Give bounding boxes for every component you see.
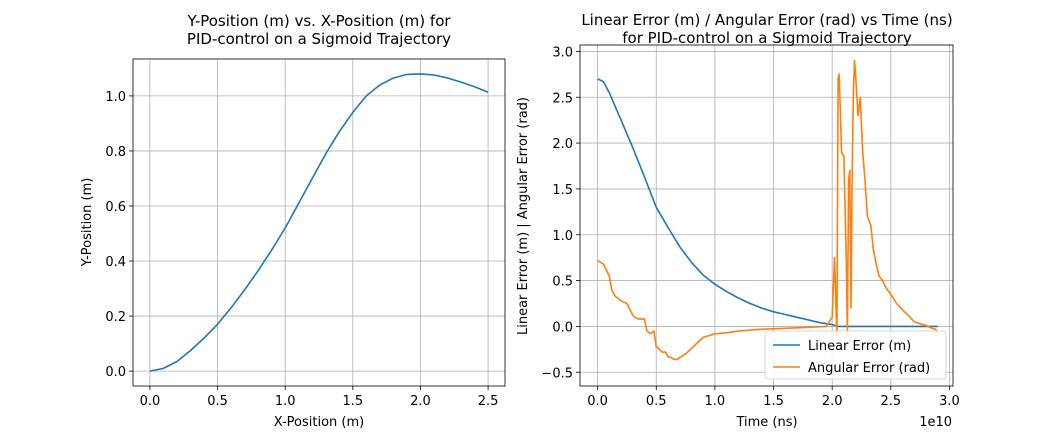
error-xtick-label: 2.0	[822, 394, 843, 409]
position-ytick-label: 1.0	[105, 90, 126, 105]
position-chart-title-line1: Y-Position (m) vs. X-Position (m) for	[186, 12, 451, 30]
error-xtick-label: 1.0	[705, 394, 726, 409]
error-xtick-label: 0.5	[646, 394, 667, 409]
error-xtick-label: 2.5	[880, 394, 901, 409]
position-xtick-label: 0.0	[140, 394, 161, 409]
error-chart-ylabel: Linear Error (m) | Angular Error (rad)	[516, 97, 531, 335]
legend-box	[764, 330, 947, 380]
error-ytick-label: −0.5	[541, 366, 573, 381]
error-ytick-label: 3.0	[552, 45, 573, 60]
position-ytick-label: 0.2	[105, 310, 126, 325]
error-ytick-label: 0.5	[552, 275, 573, 290]
position-ytick-label: 0.8	[105, 145, 126, 160]
error-xtick-label: 0.0	[587, 394, 608, 409]
error-xtick-label: 3.0	[939, 394, 960, 409]
position-ytick-label: 0.4	[105, 255, 126, 270]
error-chart-title-line1: Linear Error (m) / Angular Error (rad) v…	[581, 11, 952, 29]
position-plot-frame	[132, 58, 506, 387]
error-ytick-label: 2.5	[552, 91, 573, 106]
error-chart-x-offset: 1e10	[919, 415, 952, 430]
error-ytick-label: 1.0	[552, 229, 573, 244]
position-xtick-label: 1.5	[342, 394, 363, 409]
error-ytick-label: 2.0	[552, 137, 573, 152]
error-chart-xlabel: Time (ns)	[735, 415, 797, 430]
error-xtick-label: 1.5	[763, 394, 784, 409]
error-ytick-label: 0.0	[552, 320, 573, 335]
position-chart: 0.0 0.5 1.0 1.5 2.0 2.5 0.0 0.2 0.4 0.6 0.8 1.0 Y-P…	[80, 12, 506, 430]
position-xtick-label: 2.0	[410, 394, 431, 409]
legend-label-angular: Angular Error (rad)	[808, 361, 930, 376]
legend-label-linear: Linear Error (m)	[808, 339, 911, 354]
position-xtick-label: 0.5	[207, 394, 228, 409]
position-xtick-label: 1.0	[275, 394, 296, 409]
position-chart-title-line2: PID-control on a Sigmoid Trajectory	[187, 30, 451, 48]
error-chart: 0.0 0.5 1.0 1.5 2.0 2.5 3.0 −0.5 0.0 0.5 1.0 1.5 2.0…	[516, 11, 960, 430]
position-ytick-label: 0.0	[105, 365, 126, 380]
position-chart-xlabel: X-Position (m)	[274, 415, 365, 430]
error-chart-legend: Linear Error (m) Angular Error (rad)	[764, 330, 947, 380]
position-xtick-label: 2.5	[478, 394, 499, 409]
position-ytick-label: 0.6	[105, 200, 126, 215]
error-chart-title-line2: for PID-control on a Sigmoid Trajectory	[622, 29, 912, 47]
error-series-line-1	[597, 59, 939, 361]
error-ytick-label: 1.5	[552, 183, 573, 198]
error-plot-frame	[579, 44, 954, 387]
position-series-line-0	[149, 73, 489, 372]
position-chart-ylabel: Y-Position (m)	[80, 178, 95, 268]
